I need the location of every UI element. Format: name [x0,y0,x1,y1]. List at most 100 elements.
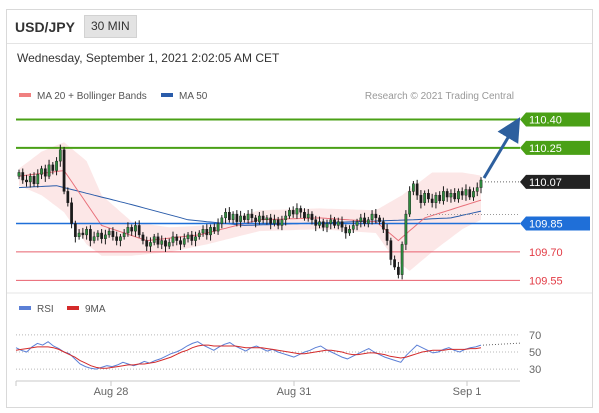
candle-body [400,244,404,275]
candle-body [73,223,77,237]
rsi-panel: 70 50 30 [15,330,541,376]
candle-body [122,232,126,237]
candle-body [306,213,310,219]
candle-body [96,232,100,237]
candle-body [51,164,55,171]
candle-body [325,223,329,228]
candle-body [370,213,374,220]
resistance-tag-bg [520,140,590,155]
price-panel: 110.40 110.25 110.07 109.85 109.70 109.55 [16,112,590,287]
candle-body [340,221,344,228]
candle-body [468,189,472,198]
ma50-line [18,185,482,226]
candle-body [104,234,107,239]
candle-body [269,217,273,224]
candle-body [77,232,81,237]
pivot-tag-bg [520,216,590,231]
candle-body [47,164,51,177]
resistance-tag-label: 110.25 [529,143,562,155]
chart-header: USD/JPY 30 MIN [7,10,592,44]
timeframe-button[interactable]: 30 MIN [84,15,137,38]
chart-canvas: MA 20 + Bollinger Bands MA 50 Research ©… [7,91,592,398]
candle-body [209,227,212,236]
currency-pair-title: USD/JPY [15,19,75,35]
candlestick-series [17,144,483,280]
ma20-line [18,170,482,242]
candle-body [381,221,385,230]
rsi-legend-swatch [19,306,31,310]
candle-body [130,227,134,232]
candle-body [43,168,47,177]
rsi-ma-line [15,344,482,369]
candle-body [85,229,88,236]
candle-body [164,240,167,247]
candle-body [284,215,288,220]
rsi-ma-legend-swatch [67,306,79,310]
chart-widget: USD/JPY 30 MIN Wednesday, September 1, 2… [6,9,593,408]
candle-body [314,219,318,226]
candle-body [359,217,363,222]
candle-body [254,217,257,222]
candle-body [119,236,122,241]
candle-body [171,236,175,243]
last-price-tag-bg [520,174,590,189]
rsi-ma-legend-label: 9MA [85,304,106,315]
candle-body [415,183,419,196]
research-credit: Research © 2021 Trading Central [365,91,514,102]
rsi-tick-label: 70 [529,330,541,342]
candle-body [351,225,355,230]
candle-body [220,217,224,224]
candle-body [265,217,269,220]
candle-body [374,213,378,219]
candle-body [216,223,220,232]
candle-body [186,234,190,239]
candle-body [250,213,254,219]
candle-body [182,238,186,245]
candle-body [408,191,411,215]
candle-body [472,191,475,198]
ma50-legend-swatch [161,93,173,97]
candle-body [32,176,36,185]
candle-body [28,176,32,183]
candle-body [430,198,434,203]
candle-body [156,236,160,245]
rsi-tick-label: 30 [529,364,541,376]
candle-body [141,234,145,241]
candle-body [291,210,295,215]
candle-body [355,221,359,226]
candle-body [107,230,111,236]
candle-body [479,179,483,188]
projection-arrow [482,117,521,179]
candle-body [81,232,85,236]
candle-body [336,221,340,226]
candle-body [423,193,427,203]
candle-body [175,236,179,241]
candle-body [261,215,265,220]
candle-body [21,172,25,181]
rsi-line [15,341,482,370]
candle-body [134,225,137,232]
x-tick-label: Aug 28 [94,386,129,398]
candle-body [190,234,194,241]
candle-body [449,193,453,198]
rsi-projection-line [482,342,521,346]
candle-body [329,219,333,224]
candle-body [227,211,231,220]
candle-body [66,191,70,203]
candle-body [100,232,103,239]
candle-body [393,259,396,268]
candle-body [111,230,115,237]
candle-body [318,221,321,226]
candle-body [149,242,152,247]
candle-body [235,213,239,222]
chart-timestamp: Wednesday, September 1, 2021 2:02:05 AM … [17,51,280,65]
x-tick-label: Sep 1 [453,386,482,398]
candle-body [152,236,156,243]
candle-body [445,191,449,198]
candle-body [58,149,62,162]
candle-body [442,191,445,202]
candle-body [303,211,306,219]
candle-body [295,208,299,215]
candle-body [17,172,21,177]
candle-body [167,242,171,247]
